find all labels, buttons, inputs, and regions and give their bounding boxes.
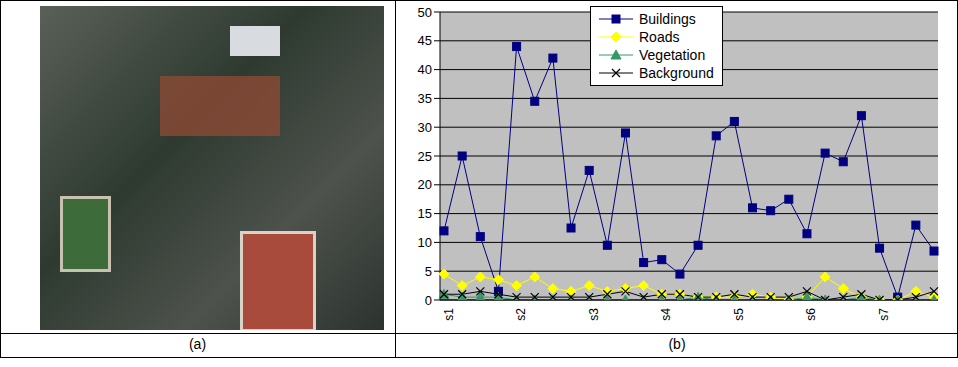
html-text:Vegetation: Vegetation [639,47,706,63]
svg-text:s2: s2 [514,308,528,321]
svg-text:20: 20 [418,177,432,192]
svg-text:50: 50 [418,5,432,20]
svg-text:10: 10 [418,235,432,250]
svg-text:s7: s7 [877,308,891,321]
svg-text:s5: s5 [732,308,746,321]
html-text:(a): (a) [188,336,207,352]
svg-text:35: 35 [418,91,432,106]
html-text:Background: Background [639,65,714,81]
html-text:(b): (b) [668,336,686,352]
svg-text:45: 45 [418,33,432,48]
svg-text:5: 5 [425,264,432,279]
svg-text:s3: s3 [587,308,601,321]
svg-text:s1: s1 [442,308,456,321]
svg-text:s4: s4 [659,308,673,321]
svg-text:40: 40 [418,62,432,77]
html-text:Roads: Roads [639,29,680,45]
html-text:Buildings: Buildings [639,11,696,27]
svg-text:15: 15 [418,206,432,221]
svg-text:30: 30 [418,120,432,135]
svg-text:0: 0 [425,293,432,308]
svg-text:s6: s6 [804,308,818,321]
svg-text:25: 25 [418,149,432,164]
